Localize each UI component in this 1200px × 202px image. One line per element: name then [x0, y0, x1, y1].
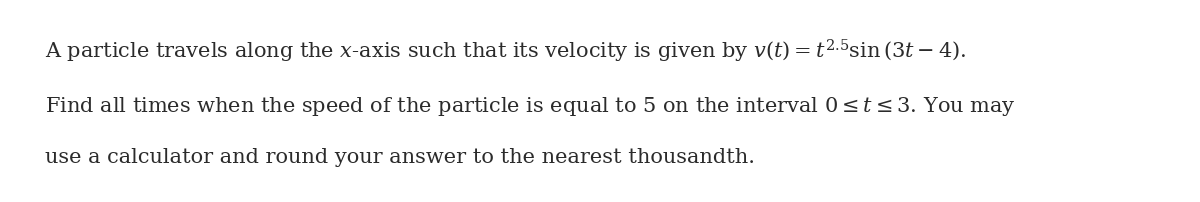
Text: Find all times when the speed of the particle is equal to 5 on the interval $0 \: Find all times when the speed of the par…	[46, 95, 1016, 117]
Text: A particle travels along the $x$-axis such that its velocity is given by $v(t) =: A particle travels along the $x$-axis su…	[46, 38, 966, 65]
Text: use a calculator and round your answer to the nearest thousandth.: use a calculator and round your answer t…	[46, 147, 755, 166]
